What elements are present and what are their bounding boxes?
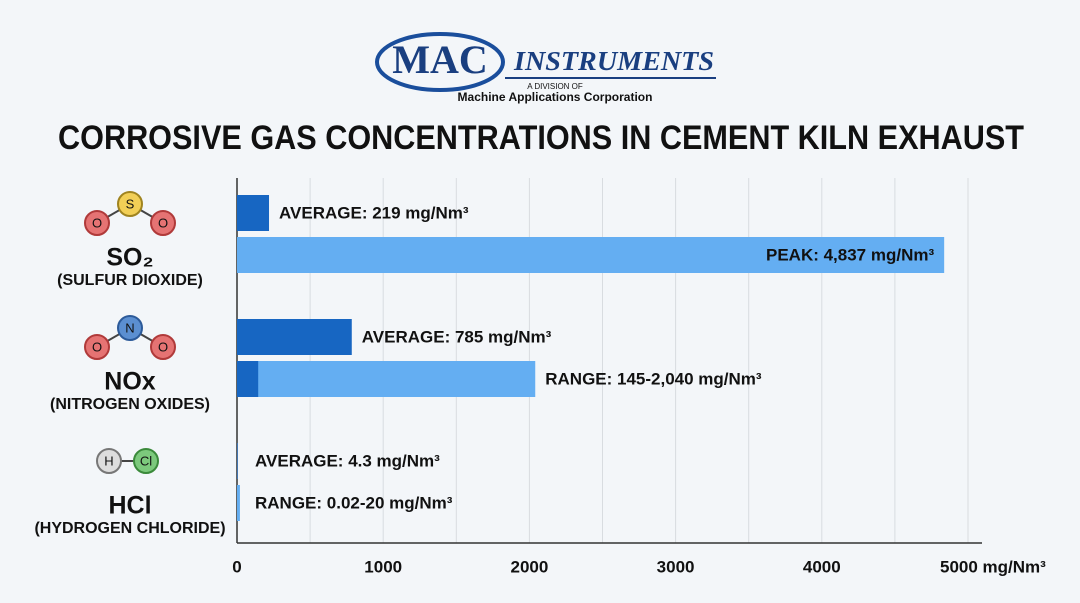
gas-name: (SULFUR DIOXIDE) (57, 272, 203, 289)
value-label: RANGE: 0.02-20 mg/Nm³ (255, 493, 453, 512)
gas-formula: HCl (108, 492, 151, 520)
atom-label: O (158, 215, 168, 230)
bar (237, 237, 945, 273)
bar (237, 195, 270, 231)
atom (150, 210, 176, 236)
range-low-bar (237, 361, 259, 397)
atom (150, 334, 176, 360)
atom (133, 448, 159, 474)
bar (237, 443, 238, 479)
atom-label: O (92, 339, 102, 354)
logo-text: INSTRUMENTS (513, 46, 714, 76)
x-tick-label: 4000 (803, 557, 841, 576)
bar (237, 361, 536, 397)
atom-label: N (125, 320, 134, 335)
x-tick-label: 2000 (510, 557, 548, 576)
logo-mark: MAC (392, 37, 488, 82)
value-label: AVERAGE: 4.3 mg/Nm³ (255, 451, 440, 470)
logo-ellipse (375, 32, 505, 92)
logo: MAC INSTRUMENTS A DIVISION OF Machine Ap… (375, 32, 716, 104)
value-label: PEAK: 4,837 mg/Nm³ (766, 245, 934, 264)
atom-label: S (126, 196, 135, 211)
x-tick-label: 0 (232, 557, 241, 576)
atom (84, 334, 110, 360)
bar (237, 319, 352, 355)
gas-name: (HYDROGEN CHLORIDE) (34, 520, 225, 537)
atom (84, 210, 110, 236)
gas-name: (NITROGEN OXIDES) (50, 396, 210, 413)
atom (117, 191, 143, 217)
value-label: RANGE: 145-2,040 mg/Nm³ (545, 369, 762, 388)
atom-label: O (158, 339, 168, 354)
x-tick-label: 1000 (364, 557, 402, 576)
company: Machine Applications Corporation (458, 90, 653, 104)
atom (117, 315, 143, 341)
gas-formula: SO₂ (106, 244, 153, 272)
atom-label: H (104, 453, 113, 468)
x-tick-label: 5000 mg/Nm³ (940, 557, 1046, 576)
x-tick-label: 3000 (657, 557, 695, 576)
division: A DIVISION OF (527, 82, 583, 91)
value-label: AVERAGE: 219 mg/Nm³ (279, 203, 469, 222)
chart-title: CORROSIVE GAS CONCENTRATIONS IN CEMENT K… (58, 119, 1024, 157)
gas-formula: NOx (104, 368, 156, 396)
value-label: AVERAGE: 785 mg/Nm³ (362, 327, 552, 346)
atom (96, 448, 122, 474)
atom-label: Cl (140, 453, 152, 468)
bar (237, 485, 240, 521)
atom-label: O (92, 215, 102, 230)
